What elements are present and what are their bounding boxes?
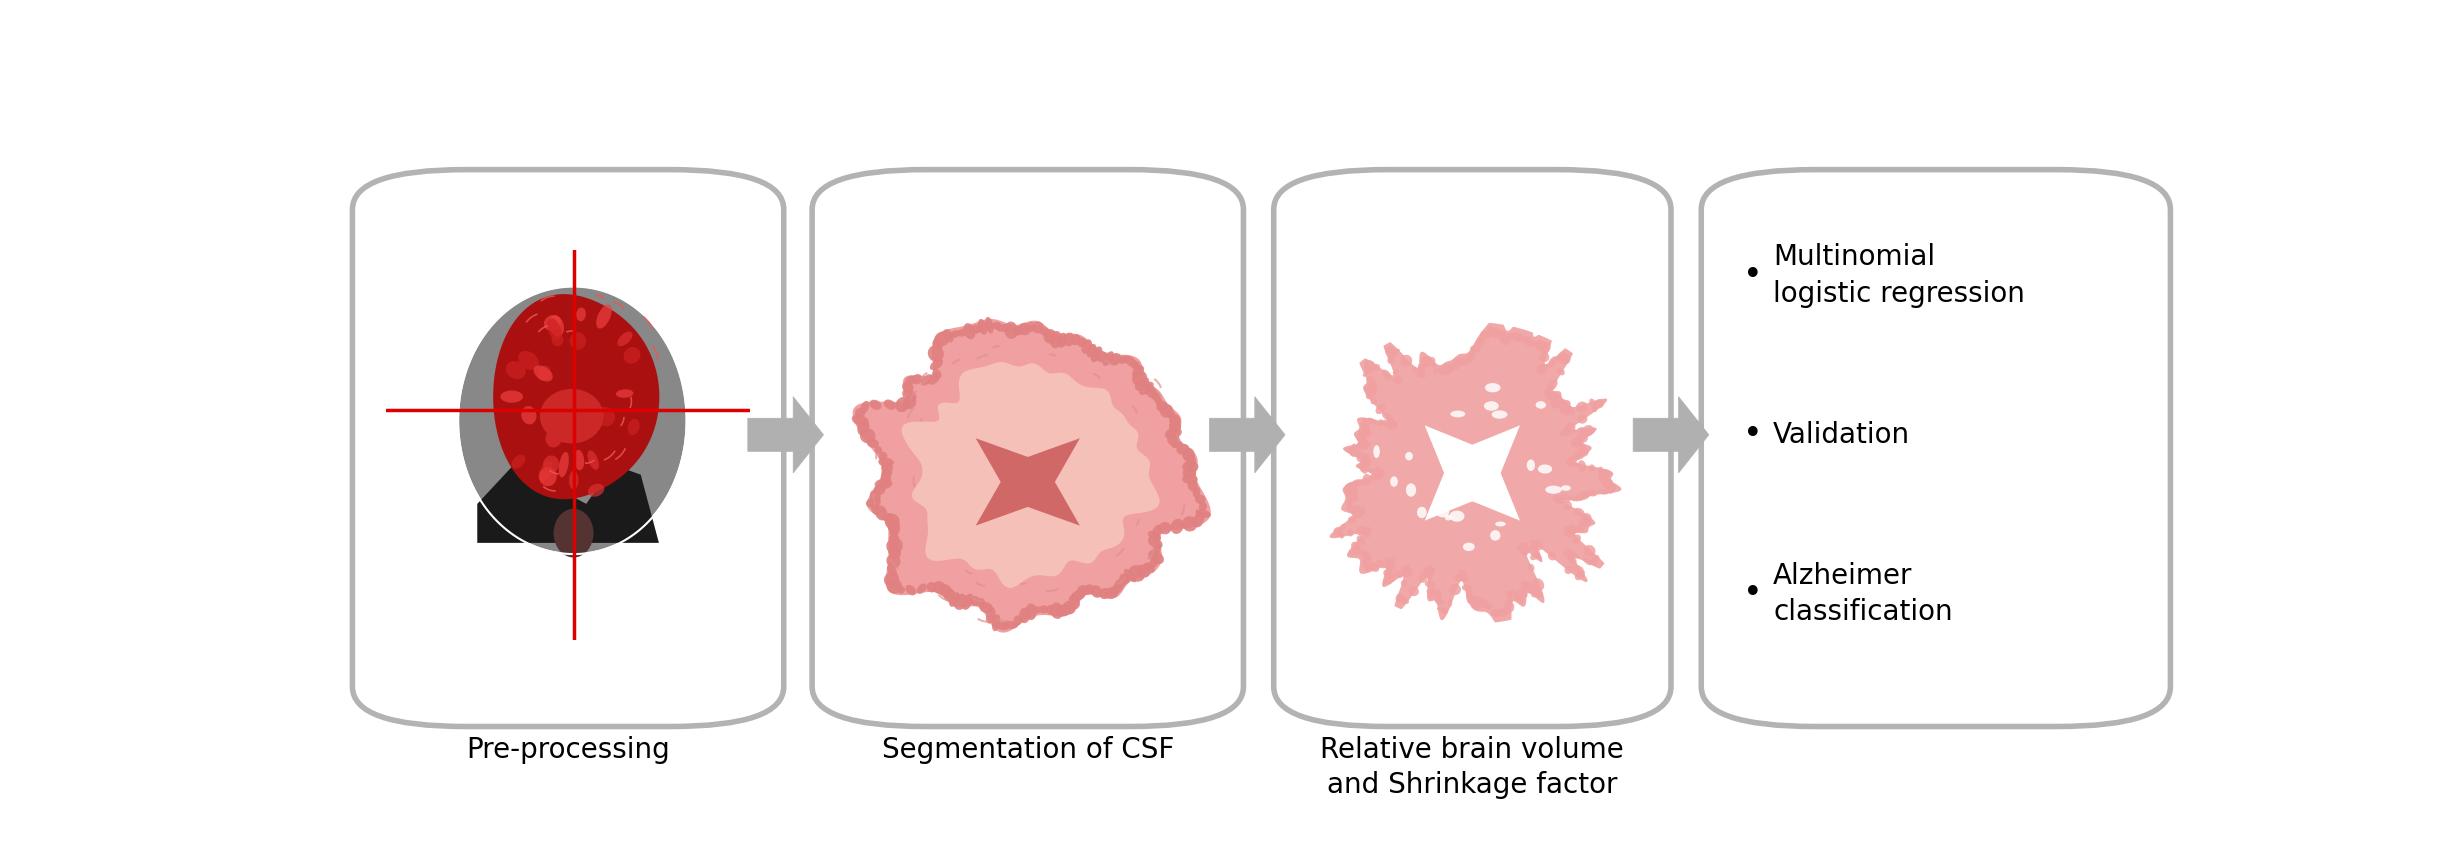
- FancyBboxPatch shape: [1701, 170, 2170, 727]
- FancyBboxPatch shape: [352, 170, 784, 727]
- Text: Relative brain volume
and Shrinkage factor: Relative brain volume and Shrinkage fact…: [1321, 736, 1623, 799]
- Text: Validation: Validation: [1772, 421, 1911, 449]
- Polygon shape: [747, 397, 823, 473]
- Text: Pre-processing: Pre-processing: [466, 736, 669, 765]
- Text: •: •: [1743, 578, 1762, 610]
- Text: Multinomial
logistic regression: Multinomial logistic regression: [1772, 244, 2026, 308]
- FancyBboxPatch shape: [813, 170, 1242, 727]
- Polygon shape: [1633, 397, 1709, 473]
- Text: •: •: [1743, 418, 1762, 451]
- FancyBboxPatch shape: [1274, 170, 1672, 727]
- Polygon shape: [1208, 397, 1284, 473]
- Text: Segmentation of CSF: Segmentation of CSF: [881, 736, 1174, 765]
- Text: •: •: [1743, 259, 1762, 292]
- Text: Alzheimer
classification: Alzheimer classification: [1772, 561, 1953, 626]
